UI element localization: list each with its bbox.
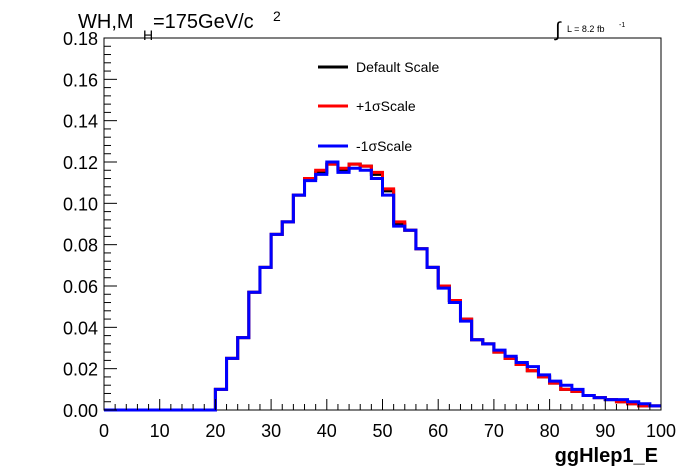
y-tick-label: 0.16 [63,70,98,90]
y-tick-label: 0.02 [63,360,98,380]
chart-title-subscript: H [143,27,153,43]
x-tick-label: 70 [484,421,504,441]
x-tick-label: 80 [540,421,560,441]
x-tick-label: 60 [428,421,448,441]
x-tick-label: 10 [150,421,170,441]
y-tick-label: 0.06 [63,277,98,297]
series-minus1sigma-scale [104,160,661,412]
chart-title-superscript: 2 [273,8,281,24]
legend-label-default: Default Scale [356,59,439,75]
series-default-scale [104,162,661,412]
plot-frame [103,37,662,411]
y-tick-label: 0.10 [63,194,98,214]
legend-label-plus1sigma: +1σScale [356,98,416,114]
y-tick-label: 0.12 [63,153,98,173]
series-plus1sigma-scale [104,162,661,412]
y-tick-label: 0.14 [63,112,98,132]
integral-symbol: ∫ [554,19,562,41]
chart-title: WH,M [78,11,134,33]
y-tick-label: 0.08 [63,236,98,256]
y-tick-label: 0.18 [63,29,98,49]
axis-layer: 0 10 20 30 40 50 60 70 80 90 100 0.00 0.02 0.04 0.06 0.… [63,29,676,441]
x-axis-label: ggHlep1_E [555,445,658,467]
x-tick-label: 90 [595,421,615,441]
x-tick-label: 50 [372,421,392,441]
y-tick-label: 0.00 [63,401,98,421]
x-tick-label: 40 [317,421,337,441]
x-tick-label: 0 [99,421,109,441]
series-layer [104,160,661,412]
luminosity-label: L = 8.2 fb [567,24,604,34]
chart-title-rest: =175GeV/c [153,11,254,33]
legend-label-minus1sigma: -1σScale [356,138,412,154]
x-tick-label: 100 [646,421,676,441]
x-tick-label: 30 [261,421,281,441]
x-tick-label: 20 [205,421,225,441]
y-tick-label: 0.04 [63,318,98,338]
legend: Default Scale +1σScale -1σScale [318,59,439,154]
luminosity-superscript: -1 [619,22,625,29]
